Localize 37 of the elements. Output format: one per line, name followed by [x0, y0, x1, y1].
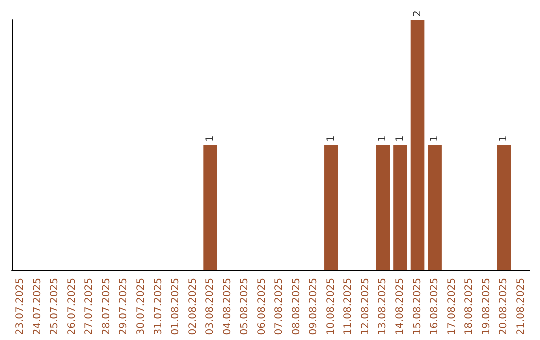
data-label: 1 [430, 136, 441, 142]
x-tick-label: 16.08.2025 [430, 278, 441, 336]
x-tick-label: 02.08.2025 [188, 278, 199, 336]
x-tick-label: 17.08.2025 [446, 278, 458, 336]
x-tick-label: 07.08.2025 [274, 278, 286, 336]
data-label: 1 [378, 136, 389, 142]
x-tick-label: 27.07.2025 [84, 278, 96, 336]
x-tick-label: 30.07.2025 [136, 278, 147, 336]
x-tick-label: 26.07.2025 [66, 278, 78, 336]
x-tick-label: 29.07.2025 [118, 278, 130, 336]
x-tick-label: 12.08.2025 [360, 278, 372, 336]
x-tick-label: 10.08.2025 [326, 278, 337, 336]
x-tick-label: 08.08.2025 [291, 278, 302, 336]
x-tick-label: 01.08.2025 [170, 278, 182, 336]
x-tick-label: 15.08.2025 [412, 278, 424, 336]
x-tick-label: 19.08.2025 [481, 278, 492, 336]
data-label: 2 [412, 10, 424, 17]
x-tick-label: 23.07.2025 [15, 278, 26, 336]
x-tick-label: 13.08.2025 [378, 278, 389, 336]
x-tick-label: 11.08.2025 [343, 278, 354, 336]
x-tick-label: 24.07.2025 [32, 278, 44, 336]
x-tick-label: 09.08.2025 [308, 278, 320, 336]
x-tick-label: 14.08.2025 [395, 278, 406, 336]
x-tick-label: 04.08.2025 [222, 278, 234, 336]
data-label: 1 [498, 136, 510, 142]
data-label: 1 [205, 136, 216, 142]
x-tick-label: 05.08.2025 [240, 278, 251, 336]
x-tick-label: 21.08.2025 [516, 278, 527, 336]
x-tick-label: 28.07.2025 [101, 278, 112, 336]
x-tick-label: 03.08.2025 [205, 278, 216, 336]
x-tick-label: 25.07.2025 [50, 278, 61, 336]
x-tick-label: 06.08.2025 [256, 278, 268, 336]
data-label: 1 [395, 136, 406, 142]
data-label: 1 [326, 136, 337, 142]
x-tick-label: 31.07.2025 [153, 278, 164, 336]
x-tick-label: 18.08.2025 [464, 278, 476, 336]
x-tick-label: 20.08.2025 [498, 278, 510, 336]
